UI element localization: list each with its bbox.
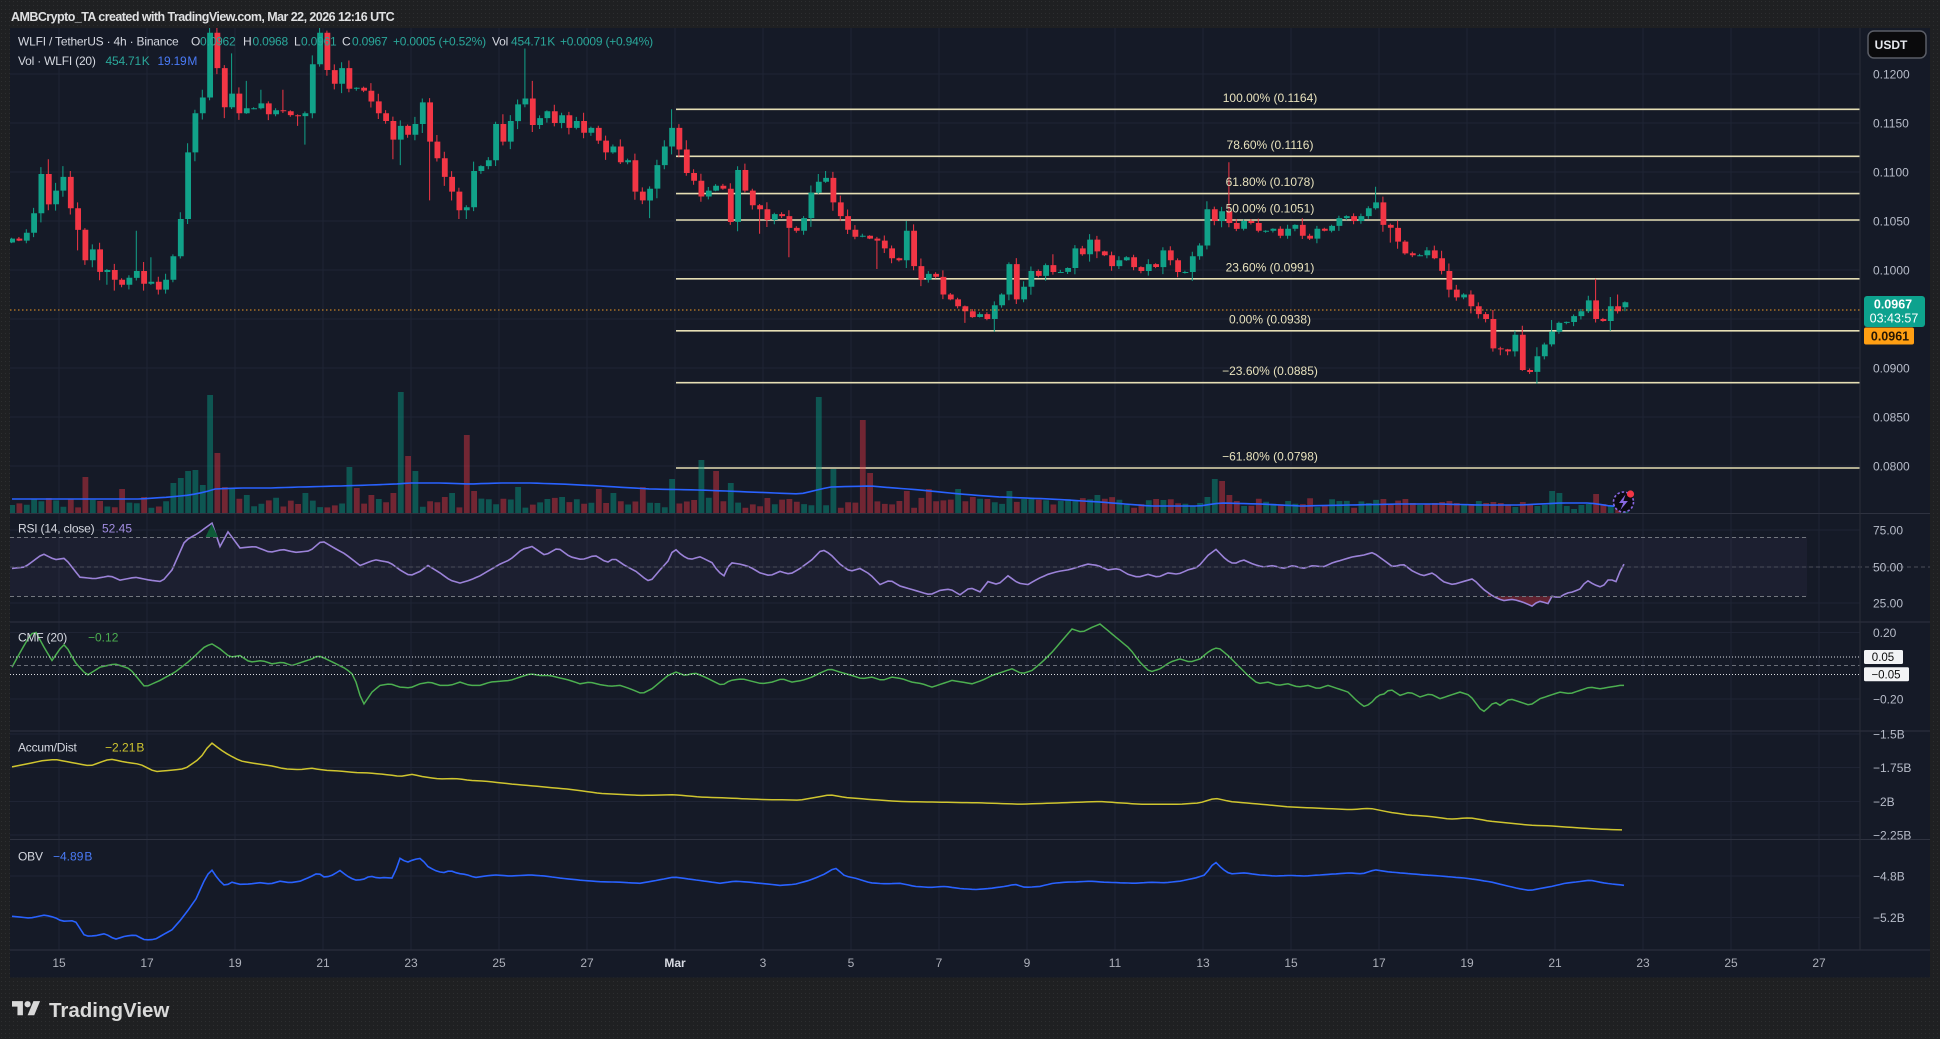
svg-text:78.60% (0.1116): 78.60% (0.1116)	[1227, 138, 1314, 152]
svg-text:−1.5B: −1.5B	[1873, 727, 1905, 741]
svg-text:Vol · WLFI (20): Vol · WLFI (20)	[18, 54, 96, 68]
svg-text:27: 27	[1812, 956, 1826, 970]
svg-text:100.00% (0.1164): 100.00% (0.1164)	[1223, 91, 1318, 105]
svg-text:0.0961: 0.0961	[1871, 330, 1909, 344]
svg-text:0.0962: 0.0962	[200, 35, 236, 49]
svg-text:−5.2B: −5.2B	[1873, 911, 1905, 925]
svg-text:CMF (20): CMF (20)	[18, 631, 67, 645]
svg-text:−2.25B: −2.25B	[1873, 828, 1911, 842]
svg-text:11: 11	[1109, 956, 1122, 970]
svg-text:23: 23	[1636, 956, 1650, 970]
svg-text:TradingView: TradingView	[49, 999, 169, 1022]
svg-text:5: 5	[848, 956, 855, 970]
svg-text:21: 21	[316, 956, 330, 970]
svg-text:27: 27	[580, 956, 594, 970]
svg-text:0.0968: 0.0968	[253, 35, 289, 49]
svg-text:0.1150: 0.1150	[1873, 116, 1909, 130]
svg-text:0.1200: 0.1200	[1873, 67, 1910, 81]
svg-text:23: 23	[404, 956, 418, 970]
svg-text:−4.89 B: −4.89 B	[53, 850, 92, 864]
svg-text:0.05: 0.05	[1872, 652, 1894, 664]
svg-text:3: 3	[760, 956, 767, 970]
svg-text:25: 25	[492, 956, 506, 970]
svg-text:25: 25	[1724, 956, 1738, 970]
svg-text:RSI (14, close): RSI (14, close)	[18, 522, 95, 536]
svg-text:0.0961: 0.0961	[301, 35, 337, 49]
svg-text:454.71 K: 454.71 K	[511, 35, 555, 49]
svg-text:−0.12: −0.12	[88, 631, 119, 645]
svg-text:15: 15	[1284, 956, 1298, 970]
svg-text:USDT: USDT	[1875, 38, 1908, 52]
svg-text:+0.0005 (+0.52%): +0.0005 (+0.52%)	[393, 35, 486, 49]
svg-text:75.00: 75.00	[1873, 523, 1903, 537]
svg-text:Vol: Vol	[492, 35, 508, 49]
svg-text:L: L	[294, 35, 301, 49]
svg-text:H: H	[243, 35, 251, 49]
svg-text:Accum/Dist: Accum/Dist	[18, 741, 78, 755]
svg-text:−2.21 B: −2.21 B	[105, 741, 144, 755]
svg-text:OBV: OBV	[18, 850, 43, 864]
svg-text:−23.60% (0.0885): −23.60% (0.0885)	[1222, 364, 1318, 378]
svg-text:25.00: 25.00	[1873, 596, 1903, 610]
svg-text:0.0967: 0.0967	[1874, 298, 1912, 312]
svg-text:−61.80% (0.0798): −61.80% (0.0798)	[1222, 450, 1318, 464]
svg-text:0.0967: 0.0967	[352, 35, 388, 49]
svg-text:9: 9	[1024, 956, 1031, 970]
svg-text:0.00% (0.0938): 0.00% (0.0938)	[1229, 312, 1311, 326]
svg-text:−4.8B: −4.8B	[1873, 869, 1905, 883]
svg-text:O: O	[191, 35, 200, 49]
svg-text:0.1000: 0.1000	[1873, 263, 1910, 277]
svg-text:7: 7	[936, 956, 943, 970]
svg-text:21: 21	[1548, 956, 1562, 970]
svg-text:17: 17	[1372, 956, 1386, 970]
svg-text:61.80% (0.1078): 61.80% (0.1078)	[1226, 175, 1315, 189]
svg-text:17: 17	[140, 956, 154, 970]
svg-text:19: 19	[1460, 956, 1474, 970]
svg-text:WLFI / TetherUS · 4h · Binance: WLFI / TetherUS · 4h · Binance	[18, 35, 179, 49]
svg-text:0.20: 0.20	[1873, 626, 1897, 640]
svg-text:15: 15	[52, 956, 66, 970]
svg-text:0.0850: 0.0850	[1873, 410, 1910, 424]
svg-text:0.1100: 0.1100	[1873, 165, 1909, 179]
svg-text:−0.20: −0.20	[1873, 692, 1904, 706]
svg-text:03:43:57: 03:43:57	[1870, 312, 1919, 326]
svg-text:13: 13	[1196, 956, 1210, 970]
svg-text:AMBCrypto_TA created with Trad: AMBCrypto_TA created with TradingView.co…	[11, 10, 395, 24]
svg-text:+0.0009 (+0.94%): +0.0009 (+0.94%)	[560, 35, 653, 49]
svg-text:454.71 K: 454.71 K	[106, 54, 150, 68]
svg-text:52.45: 52.45	[102, 522, 132, 536]
svg-text:Mar: Mar	[664, 956, 686, 970]
svg-text:−1.75B: −1.75B	[1873, 761, 1911, 775]
svg-text:0.0900: 0.0900	[1873, 361, 1910, 375]
svg-text:0.0800: 0.0800	[1873, 459, 1910, 473]
svg-text:C: C	[342, 35, 351, 49]
svg-text:23.60% (0.0991): 23.60% (0.0991)	[1226, 260, 1315, 274]
svg-text:−0.05: −0.05	[1871, 669, 1900, 681]
svg-text:0.1050: 0.1050	[1873, 214, 1910, 228]
svg-text:50.00% (0.1051): 50.00% (0.1051)	[1226, 202, 1315, 216]
svg-text:−2B: −2B	[1873, 795, 1895, 809]
svg-text:19: 19	[228, 956, 242, 970]
svg-text:19.19 M: 19.19 M	[158, 54, 198, 68]
svg-text:50.00: 50.00	[1873, 560, 1903, 574]
